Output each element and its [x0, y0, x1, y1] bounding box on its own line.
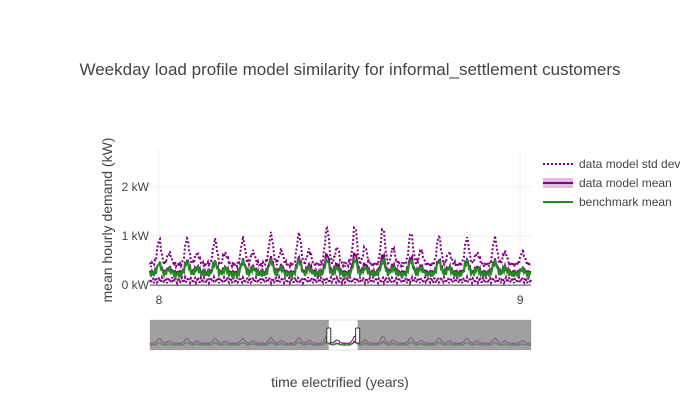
series-line-0: [149, 225, 532, 271]
y-tick-label-1: 1 kW: [122, 229, 150, 243]
range-slider-handle-left[interactable]: [326, 327, 332, 344]
y-tick-label-0: 0 kW: [122, 278, 150, 292]
y-tick-label-2: 2 kW: [122, 180, 150, 194]
x-tick-label-0: 8: [156, 293, 163, 307]
series-line-2: [149, 256, 531, 281]
series-line-lower-0: [149, 273, 532, 287]
range-slider[interactable]: [149, 319, 532, 351]
range-slider-mask-right: [357, 320, 531, 350]
y-axis-ticks: 0 kW 1 kW 2 kW: [122, 180, 150, 292]
series-layer: [149, 225, 532, 287]
legend: data model std dev data model mean benchma…: [543, 157, 680, 209]
legend-label-2: benchmark mean: [579, 195, 672, 209]
grid: [150, 150, 531, 290]
plot-area[interactable]: [149, 150, 532, 290]
x-tick-label-1: 9: [517, 293, 524, 307]
range-slider-mask-left: [150, 320, 329, 350]
range-slider-handle-right[interactable]: [355, 327, 361, 344]
x-axis-title: time electrified (years): [271, 374, 409, 390]
chart-title: Weekday load profile model similarity fo…: [79, 60, 620, 79]
y-axis-title: mean hourly demand (kW): [99, 138, 115, 303]
legend-label-0: data model std dev: [579, 157, 680, 171]
legend-label-1: data model mean: [579, 176, 672, 190]
